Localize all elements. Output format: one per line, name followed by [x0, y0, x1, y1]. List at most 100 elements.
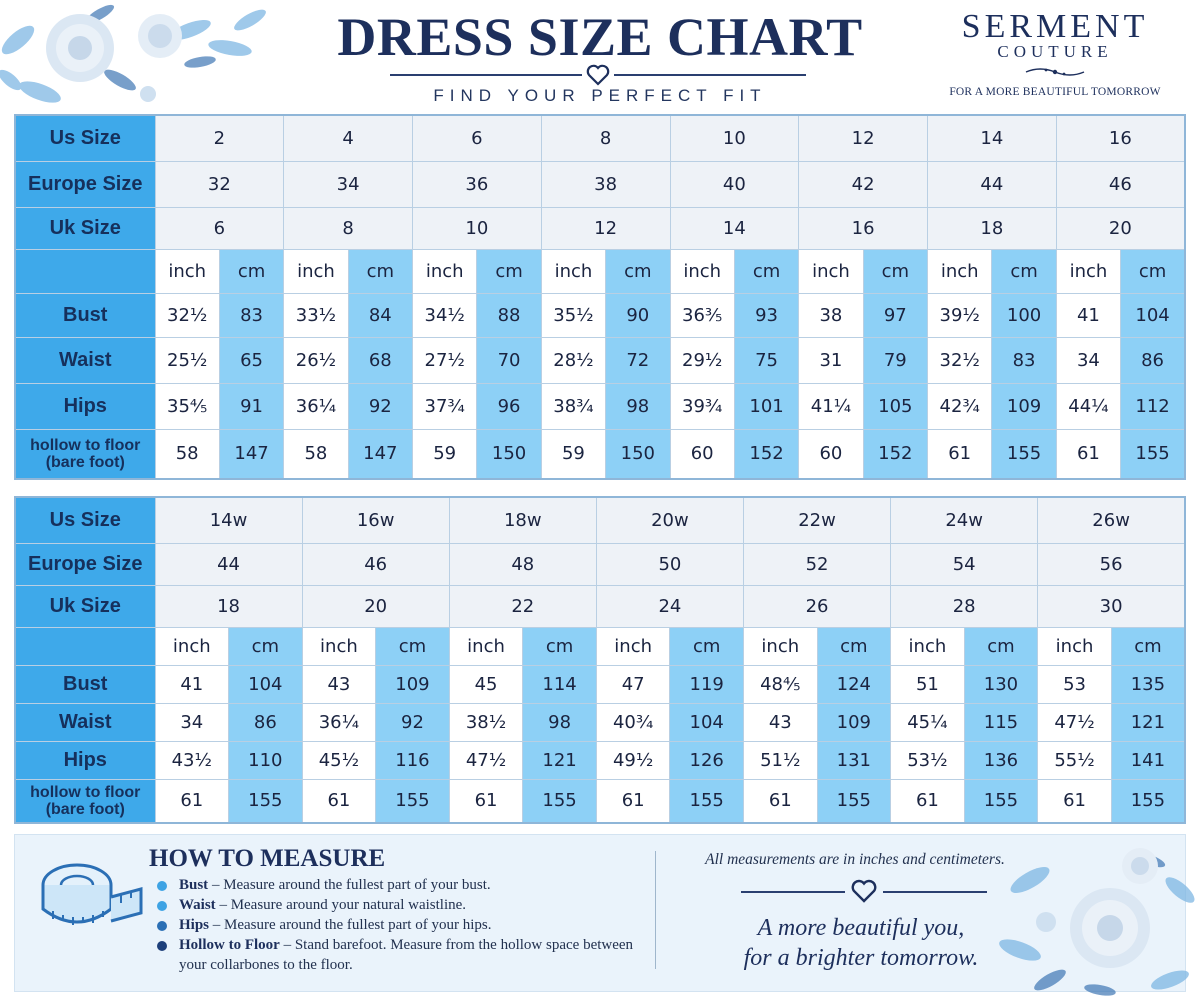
hips-inch-cell: 38¾ [540, 382, 607, 430]
row-label-bust: Bust [14, 664, 156, 704]
bust-inch-cell: 43 [301, 664, 377, 704]
hips-cm-cell: 141 [1110, 740, 1186, 780]
waist-inch-cell: 27½ [411, 336, 478, 384]
waist-inch-cell: 25½ [154, 336, 220, 384]
vertical-divider [655, 851, 656, 969]
unit-label-inch: inch [743, 626, 818, 666]
unit-label-cm: cm [375, 626, 450, 666]
hollow-cm-cell: 155 [522, 778, 597, 824]
waist-cm-cell: 70 [476, 336, 542, 384]
size-cell: 54 [890, 542, 1039, 586]
bust-inch-cell: 35½ [540, 292, 607, 338]
size-cell: 44 [927, 160, 1057, 208]
unit-label-inch: inch [301, 626, 377, 666]
waist-cm-cell: 121 [1110, 702, 1186, 742]
size-cell: 20 [301, 584, 450, 628]
row-label-blank [14, 626, 156, 666]
waist-inch-cell: 47½ [1037, 702, 1112, 742]
bust-cm-cell: 109 [375, 664, 450, 704]
unit-label-cm: cm [218, 248, 285, 294]
brand-tagline: FOR A MORE BEAUTIFUL TOMORROW [949, 86, 1161, 98]
bust-inch-cell: 41 [154, 664, 230, 704]
unit-label-cm: cm [733, 248, 800, 294]
hollow-inch-cell: 59 [411, 428, 478, 480]
size-cell: 24w [890, 496, 1039, 544]
unit-label-inch: inch [798, 248, 864, 294]
hollow-inch-cell: 59 [540, 428, 607, 480]
size-cell: 14w [154, 496, 303, 544]
size-chart-plus: Us Size 14w 16w 18w 20w 22w 24w 26w Europe Size 4… [14, 496, 1186, 824]
size-cell: 12 [798, 114, 928, 162]
size-cell: 10 [412, 206, 542, 250]
hips-inch-cell: 36¼ [283, 382, 349, 430]
bust-cm-cell: 83 [218, 292, 285, 338]
hips-inch-cell: 49½ [595, 740, 671, 780]
size-cell: 40 [669, 160, 800, 208]
size-cell: 16 [798, 206, 928, 250]
hollow-inch-cell: 60 [798, 428, 864, 480]
hips-cm-cell: 110 [228, 740, 303, 780]
hollow-cm-cell: 150 [605, 428, 671, 480]
size-cell: 22 [448, 584, 597, 628]
title-divider-left [390, 74, 582, 76]
table-row: Waist 25½ 65 26½ 68 27½ 70 28½ 72 29½ 75 31 79 32½ 83 3… [14, 336, 1186, 384]
size-chart-standard: Us Size 2 4 6 8 10 12 14 16 Europe Size 32 34 36 38 40… [14, 114, 1186, 480]
hollow-cm-cell: 155 [228, 778, 303, 824]
unit-label-inch: inch [154, 248, 220, 294]
waist-cm-cell: 65 [218, 336, 285, 384]
note-divider-left [741, 891, 845, 893]
size-cell: 2 [154, 114, 285, 162]
hollow-cm-cell: 155 [963, 778, 1039, 824]
unit-label-cm: cm [963, 626, 1039, 666]
waist-cm-cell: 98 [522, 702, 597, 742]
units-note: All measurements are in inches and centi… [705, 851, 1005, 868]
size-cell: 10 [669, 114, 800, 162]
row-label-uk: Uk Size [14, 206, 156, 250]
row-label-bust: Bust [14, 292, 156, 338]
size-cell: 14 [669, 206, 800, 250]
row-label-hollow: hollow to floor (bare foot) [14, 778, 156, 824]
unit-label-inch: inch [448, 626, 524, 666]
hollow-inch-cell: 61 [890, 778, 965, 824]
unit-label-inch: inch [1037, 626, 1112, 666]
size-cell: 34 [283, 160, 413, 208]
waist-cm-cell: 86 [1120, 336, 1186, 384]
note-divider-right [883, 891, 987, 893]
unit-label-inch: inch [154, 626, 230, 666]
hips-inch-cell: 44¼ [1055, 382, 1122, 430]
bust-cm-cell: 124 [816, 664, 892, 704]
waist-cm-cell: 68 [347, 336, 414, 384]
unit-label-cm: cm [1120, 248, 1186, 294]
hips-inch-cell: 35⅘ [154, 382, 220, 430]
table-row: Hips 43½ 110 45½ 116 47½ 121 49½ 126 51½ 131 53½ 136… [14, 740, 1186, 780]
waist-inch-cell: 28½ [540, 336, 607, 384]
hips-cm-cell: 131 [816, 740, 892, 780]
size-cell: 24 [595, 584, 745, 628]
size-cell: 8 [283, 206, 413, 250]
hollow-inch-cell: 61 [301, 778, 377, 824]
size-cell: 18 [927, 206, 1057, 250]
unit-label-inch: inch [595, 626, 671, 666]
floral-decoration-top-left [0, 4, 266, 103]
bust-inch-cell: 45 [448, 664, 524, 704]
size-cell: 26w [1037, 496, 1186, 544]
bust-inch-cell: 32½ [154, 292, 220, 338]
hollow-inch-cell: 58 [154, 428, 220, 480]
unit-label-inch: inch [283, 248, 349, 294]
bust-inch-cell: 48⅘ [743, 664, 818, 704]
size-cell: 18w [448, 496, 597, 544]
hips-inch-cell: 51½ [743, 740, 818, 780]
list-item: Hollow to Floor – Stand barefoot. Measur… [155, 935, 655, 975]
size-cell: 4 [283, 114, 413, 162]
row-label-us: Us Size [14, 114, 156, 162]
waist-inch-cell: 40¾ [595, 702, 671, 742]
slogan-line-2: for a brighter tomorrow. [743, 945, 979, 971]
hollow-inch-cell: 58 [283, 428, 349, 480]
bust-cm-cell: 135 [1110, 664, 1186, 704]
row-label-blank [14, 248, 156, 294]
hips-cm-cell: 126 [669, 740, 744, 780]
size-cell: 32 [154, 160, 285, 208]
hips-cm-cell: 112 [1120, 382, 1186, 430]
heart-icon [586, 64, 610, 86]
hollow-inch-cell: 61 [154, 778, 230, 824]
